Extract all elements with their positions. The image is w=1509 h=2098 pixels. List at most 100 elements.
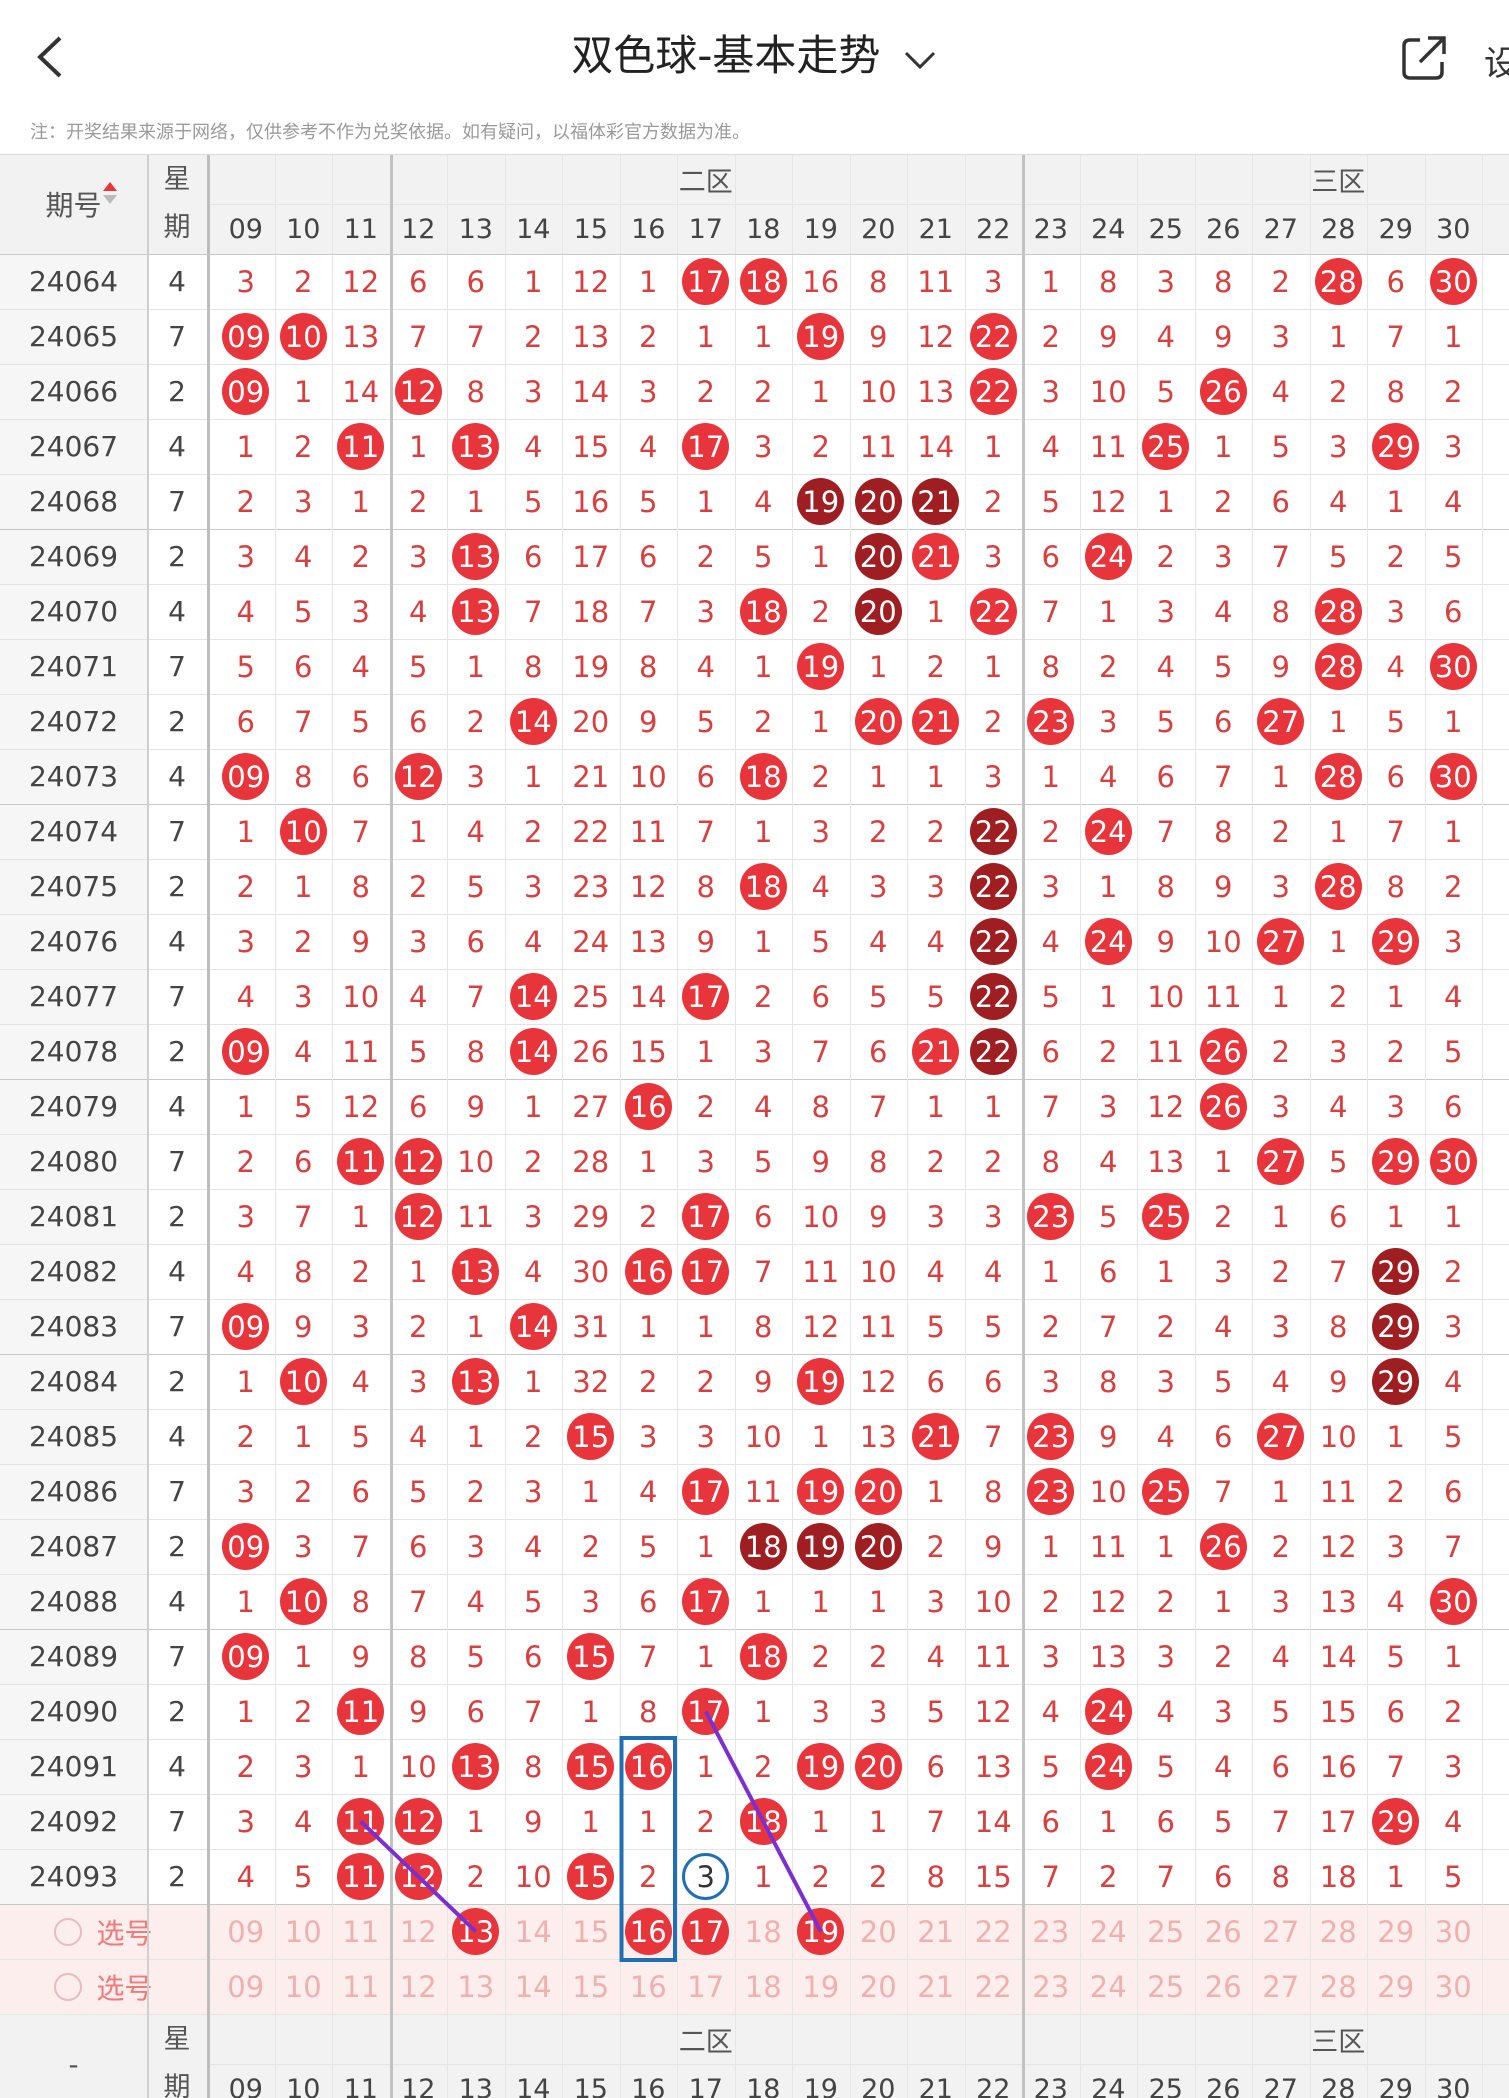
cell[interactable]: 15 — [562, 1959, 620, 2014]
cell[interactable]: 21 — [907, 1904, 965, 1959]
cell[interactable]: 18 — [735, 1959, 793, 2014]
number: 3 — [1214, 539, 1233, 574]
pick-toggle[interactable]: 选号 — [0, 1959, 207, 2014]
cell[interactable]: 14 — [505, 1904, 563, 1959]
cell[interactable]: 19 — [792, 1904, 850, 1959]
cell[interactable]: 30 — [1425, 1904, 1483, 1959]
cell[interactable]: 18 — [735, 1904, 793, 1959]
settings-button[interactable]: 设 — [1484, 44, 1509, 84]
cell: 17 — [677, 1189, 735, 1244]
cell[interactable]: 25 — [1137, 1904, 1195, 1959]
share-button[interactable] — [1400, 34, 1448, 82]
cell[interactable]: 20 — [850, 1959, 908, 2014]
marked-number: 3 — [682, 1853, 730, 1900]
cell: 11 — [1080, 1519, 1138, 1574]
number: 2 — [1386, 539, 1405, 574]
cell: 2 — [620, 309, 678, 364]
cell[interactable]: 23 — [1022, 1904, 1080, 1959]
number: 1 — [1099, 1804, 1118, 1839]
number: 10 — [1204, 924, 1242, 959]
number: 2 — [639, 319, 658, 354]
cell: 5 — [1367, 694, 1425, 749]
page-title[interactable]: 双色球-基本走势 — [0, 30, 1509, 82]
cell: 10 — [1137, 969, 1195, 1024]
cell: 2 — [217, 474, 275, 529]
cell: 1 — [217, 1354, 275, 1409]
cell[interactable]: 24 — [1080, 1959, 1138, 2014]
cell[interactable]: 24 — [1080, 1904, 1138, 1959]
cell: 17 — [562, 529, 620, 584]
hit-ball: 15 — [567, 1853, 615, 1900]
zone-label: 二区 — [678, 166, 733, 198]
cell[interactable]: 12 — [390, 1904, 448, 1959]
cell[interactable]: 19 — [792, 1959, 850, 2014]
cell: 6 — [217, 694, 275, 749]
cell[interactable]: 26 — [1195, 1959, 1253, 2014]
cell: 8 — [275, 749, 333, 804]
cell[interactable]: 27 — [1252, 1959, 1310, 2014]
cell[interactable]: 16 — [620, 1904, 678, 1959]
back-button[interactable] — [30, 34, 70, 80]
number: 3 — [696, 1144, 715, 1179]
number: 3 — [236, 539, 255, 574]
cell[interactable]: 14 — [505, 1959, 563, 2014]
cell[interactable]: 30 — [1425, 1959, 1483, 2014]
cell[interactable]: 16 — [620, 1959, 678, 2014]
cell: 5 — [1022, 969, 1080, 1024]
cell[interactable]: 12 — [390, 1959, 448, 2014]
cell: 8 — [620, 1684, 678, 1739]
week: 4 — [168, 1420, 186, 1453]
cell: 14 — [620, 969, 678, 1024]
cell[interactable]: 09 — [217, 1904, 275, 1959]
cell: 1 — [677, 1299, 735, 1354]
cell[interactable]: 13 — [447, 1959, 505, 2014]
cell: 9 — [1137, 914, 1195, 969]
cell[interactable]: 11 — [332, 1904, 390, 1959]
cell[interactable]: 28 — [1310, 1959, 1368, 2014]
cell[interactable]: 17 — [677, 1959, 735, 2014]
cell: 13 — [447, 1739, 505, 1794]
cell[interactable]: 13 — [447, 1904, 505, 1959]
cell[interactable]: 09 — [217, 1959, 275, 2014]
cell: 1 — [677, 309, 735, 364]
cell[interactable]: 10 — [275, 1904, 333, 1959]
cell[interactable]: 11 — [332, 1959, 390, 2014]
cell[interactable]: 25 — [1137, 1959, 1195, 2014]
cell: 2 — [792, 749, 850, 804]
cell[interactable]: 29 — [1367, 1959, 1425, 2014]
number: 5 — [1329, 1144, 1348, 1179]
cell[interactable]: 15 — [562, 1904, 620, 1959]
number: 4 — [926, 924, 945, 959]
number: 2 — [1271, 264, 1290, 299]
cell[interactable]: 23 — [1022, 1959, 1080, 2014]
hit-ball: 23 — [1027, 1413, 1075, 1460]
issue: 24083 — [28, 1310, 119, 1343]
cell[interactable]: 26 — [1195, 1904, 1253, 1959]
cell[interactable]: 22 — [965, 1959, 1023, 2014]
vline — [332, 154, 333, 2098]
cell: 5 — [735, 529, 793, 584]
cell[interactable]: 28 — [1310, 1904, 1368, 1959]
cell[interactable]: 20 — [850, 1904, 908, 1959]
cell: 18 — [735, 1794, 793, 1849]
cell[interactable]: 21 — [907, 1959, 965, 2014]
cell: 3 — [1252, 1299, 1310, 1354]
cell[interactable]: 10 — [275, 1959, 333, 2014]
cell[interactable]: 22 — [965, 1904, 1023, 1959]
cell[interactable]: 27 — [1252, 1904, 1310, 1959]
hit-ball: 13 — [452, 533, 500, 580]
hit-ball: 30 — [1429, 643, 1477, 690]
number: 5 — [1386, 704, 1405, 739]
cell[interactable]: 17 — [677, 1904, 735, 1959]
cell: 1 — [562, 1464, 620, 1519]
cell: 13 — [1080, 1629, 1138, 1684]
cell: 10 — [965, 1574, 1023, 1629]
cell: 29 — [1367, 1794, 1425, 1849]
pick-toggle[interactable]: 选号 — [0, 1904, 207, 1959]
cell[interactable]: 29 — [1367, 1904, 1425, 1959]
number: 3 — [1444, 1749, 1463, 1784]
number: 2 — [1444, 869, 1463, 904]
sort-arrows[interactable] — [103, 182, 117, 204]
cell: 6 — [332, 1464, 390, 1519]
cell: 1 — [390, 1244, 448, 1299]
